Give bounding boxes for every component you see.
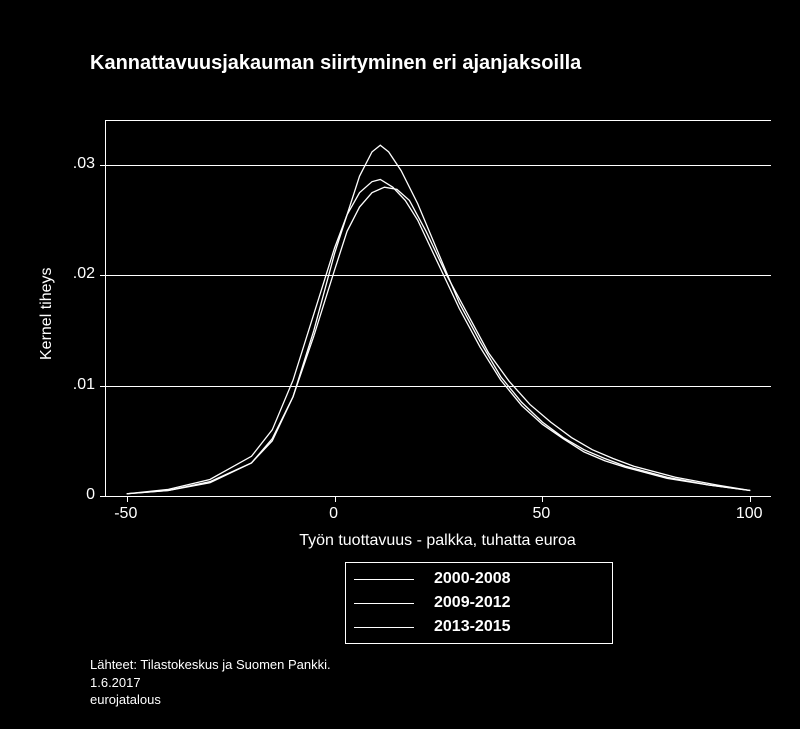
chart-title: Kannattavuusjakauman siirtyminen eri aja… <box>90 52 581 75</box>
tick-y <box>100 496 106 497</box>
tick-x <box>127 496 128 502</box>
legend: 2000-2008 2009-2012 2013-2015 <box>345 562 613 644</box>
x-axis-label: Työn tuottavuus - palkka, tuhatta euroa <box>105 532 770 550</box>
legend-label: 2009-2012 <box>434 594 511 612</box>
legend-swatch <box>354 603 414 604</box>
ytick-label: .02 <box>61 265 95 283</box>
legend-swatch <box>354 579 414 580</box>
legend-swatch <box>354 627 414 628</box>
footer: Lähteet: Tilastokeskus ja Suomen Pankki.… <box>90 656 331 709</box>
series-line <box>127 179 750 493</box>
ytick-label: .01 <box>61 376 95 394</box>
legend-item: 2000-2008 <box>354 567 604 591</box>
tick-x <box>542 496 543 502</box>
series-line <box>127 187 750 494</box>
footer-line-1: Lähteet: Tilastokeskus ja Suomen Pankki. <box>90 656 331 674</box>
legend-item: 2009-2012 <box>354 591 604 615</box>
footer-line-3: eurojatalous <box>90 691 331 709</box>
tick-x <box>750 496 751 502</box>
xtick-label: 50 <box>533 505 551 523</box>
series-line <box>127 145 750 494</box>
tick-x <box>335 496 336 502</box>
legend-label: 2000-2008 <box>434 570 511 588</box>
series-layer <box>106 121 771 496</box>
xtick-label: 100 <box>736 505 763 523</box>
figure: Kannattavuusjakauman siirtyminen eri aja… <box>0 0 800 729</box>
ytick-label: .03 <box>61 155 95 173</box>
xtick-label: 0 <box>329 505 338 523</box>
xtick-label: -50 <box>114 505 137 523</box>
legend-label: 2013-2015 <box>434 618 511 636</box>
footer-line-2: 1.6.2017 <box>90 674 331 692</box>
legend-item: 2013-2015 <box>354 615 604 639</box>
y-axis-label: Kernel tiheys <box>38 268 56 361</box>
plot-area <box>105 120 771 497</box>
ytick-label: 0 <box>61 486 95 504</box>
